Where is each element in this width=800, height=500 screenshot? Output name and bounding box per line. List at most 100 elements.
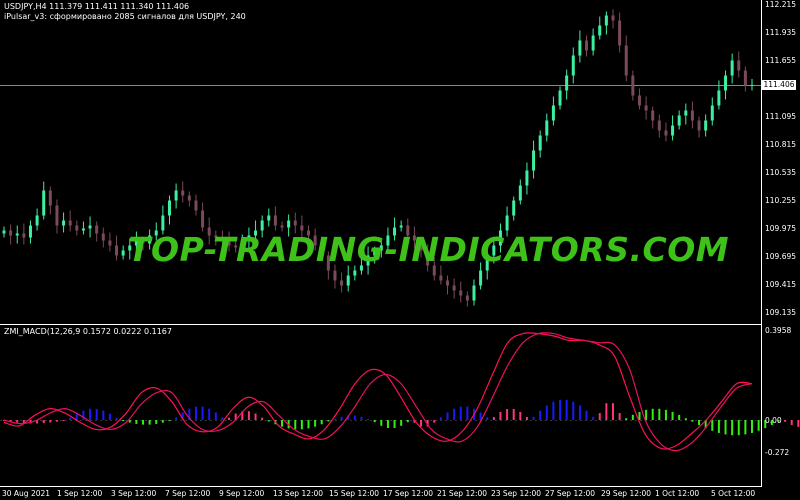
candle-body — [108, 240, 112, 246]
histogram-bar — [446, 412, 449, 420]
histogram-bar — [254, 413, 257, 420]
candle-body — [75, 225, 79, 231]
histogram-bar — [605, 403, 608, 420]
histogram-bar — [247, 411, 250, 420]
candle-body — [730, 60, 734, 76]
histogram-bar — [413, 420, 416, 423]
histogram-bar — [731, 420, 734, 436]
candle-body — [366, 255, 370, 266]
candle-body — [187, 195, 191, 201]
histogram-bar — [797, 420, 800, 427]
price-tick: 109.415 — [765, 280, 797, 289]
candle-body — [68, 220, 72, 226]
candle-body — [373, 250, 377, 256]
candle-body — [88, 225, 92, 229]
histogram-bar — [618, 413, 621, 420]
time-tick: 7 Sep 12:00 — [165, 489, 211, 498]
histogram-bar — [347, 415, 350, 420]
histogram-bar — [181, 412, 184, 420]
price-tick: 109.695 — [765, 252, 797, 261]
macd-tick: 0.00 — [765, 416, 782, 425]
histogram-bar — [611, 403, 614, 420]
candle-body — [313, 235, 317, 246]
histogram-bar — [764, 420, 767, 429]
candle-body — [340, 280, 344, 286]
histogram-bar — [194, 406, 197, 420]
histogram-bar — [400, 420, 403, 426]
candle-body — [161, 215, 165, 231]
price-tick: 109.135 — [765, 308, 797, 317]
candle-body — [267, 215, 271, 221]
candle-body — [201, 210, 205, 228]
candle-body — [750, 84, 754, 86]
candle-body — [651, 110, 655, 121]
macd-tick: 0.3958 — [765, 326, 792, 335]
histogram-bar — [333, 418, 336, 420]
candle-body — [386, 235, 390, 246]
candle-body — [479, 270, 483, 286]
histogram-bar — [108, 413, 111, 420]
candle-body — [181, 190, 185, 196]
histogram-bar — [631, 414, 634, 420]
candle-body — [704, 120, 708, 131]
histogram-bar — [678, 414, 681, 420]
candle-body — [393, 227, 397, 236]
histogram-bar — [122, 420, 125, 421]
histogram-bar — [148, 420, 151, 425]
candle-body — [426, 250, 430, 266]
histogram-bar — [664, 409, 667, 420]
macd-tick: -0.272 — [765, 448, 790, 457]
time-tick: 23 Sep 12:00 — [491, 489, 542, 498]
histogram-bar — [135, 420, 138, 424]
candle-body — [115, 245, 119, 256]
candle-body — [28, 225, 32, 238]
histogram-bar — [128, 420, 131, 423]
price-tick: 111.935 — [765, 28, 797, 37]
candle-body — [81, 228, 85, 231]
histogram-bar — [684, 418, 687, 420]
price-tick: 109.975 — [765, 224, 797, 233]
candle-body — [465, 295, 469, 301]
candle-body — [492, 245, 496, 256]
candle-body — [432, 265, 436, 276]
candle-body — [512, 200, 516, 216]
candle-body — [48, 190, 52, 206]
time-tick: 15 Sep 12:00 — [329, 489, 380, 498]
candle-body — [300, 225, 304, 231]
histogram-bar — [36, 420, 39, 424]
price-tick: 110.535 — [765, 168, 797, 177]
candle-body — [306, 230, 310, 236]
candle-body — [260, 220, 264, 231]
histogram-bar — [234, 413, 237, 420]
candle-body — [9, 230, 13, 236]
histogram-bar — [168, 420, 171, 421]
histogram-bar — [651, 408, 654, 420]
histogram-bar — [704, 420, 707, 429]
candle-body — [671, 125, 675, 136]
candle-body — [280, 225, 284, 228]
time-tick: 1 Oct 12:00 — [655, 489, 700, 498]
candle-body — [684, 110, 688, 116]
histogram-bar — [717, 420, 720, 433]
candle-body — [551, 105, 555, 121]
subwindow-title: ZMI_MACD(12,26,9 0.1572 0.0222 0.1167 — [4, 327, 172, 336]
candle-body — [406, 225, 410, 236]
candle-body — [22, 233, 26, 238]
histogram-bar — [300, 420, 303, 430]
candle-body — [174, 190, 178, 201]
candle-body — [452, 285, 456, 291]
histogram-bar — [519, 411, 522, 420]
price-tick: 110.815 — [765, 140, 797, 149]
candle-body — [207, 227, 211, 236]
candle-body — [439, 275, 443, 281]
histogram-bar — [367, 418, 370, 420]
histogram-bar — [188, 408, 191, 420]
histogram-bar — [406, 420, 409, 423]
histogram-bar — [16, 420, 19, 423]
candle-body — [690, 110, 694, 121]
histogram-bar — [698, 420, 701, 426]
candle-body — [320, 245, 324, 256]
histogram-bar — [161, 420, 164, 423]
candle-body — [346, 275, 350, 286]
